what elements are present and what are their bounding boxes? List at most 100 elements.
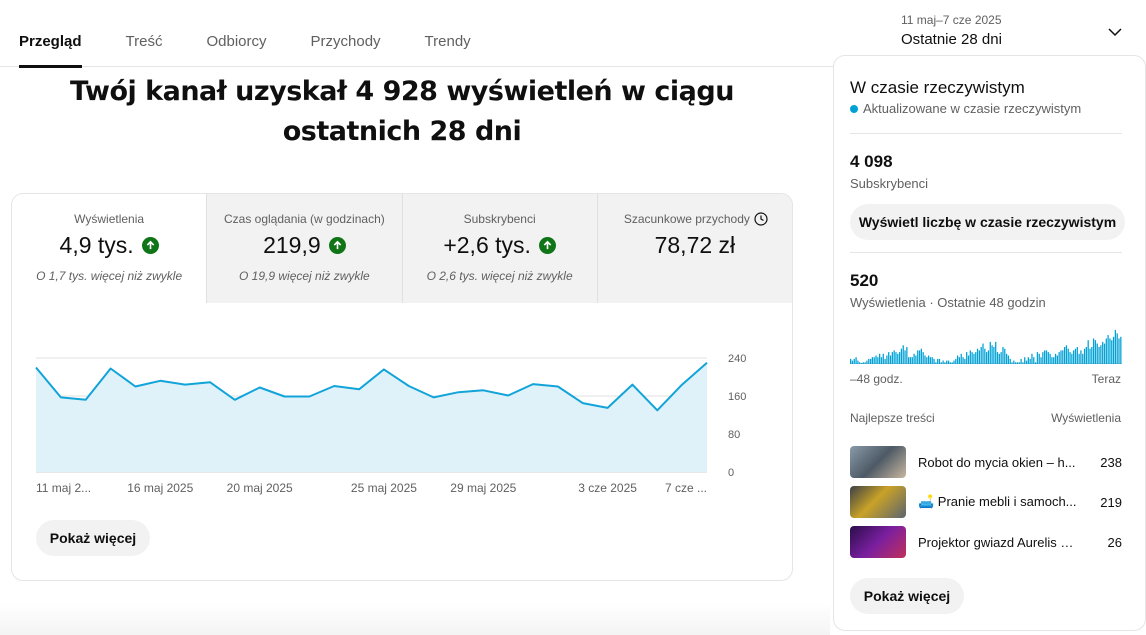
spark-bar: [1100, 345, 1102, 364]
spark-bar: [1112, 336, 1115, 364]
spark-bar: [1080, 350, 1082, 364]
chart-line: [35, 362, 708, 412]
x-tick-label: 29 maj 2025: [450, 481, 516, 495]
spark-bar: [1118, 338, 1120, 364]
spark-bar: [1111, 340, 1113, 364]
tab-audience[interactable]: Odbiorcy: [206, 33, 267, 50]
spark-bar: [1063, 347, 1066, 364]
top-content-row[interactable]: Robot do mycia okien – h... 238: [850, 446, 1122, 478]
spark-bar: [1092, 338, 1095, 364]
spark-bar: [1116, 333, 1118, 364]
spark-bar: [949, 362, 951, 364]
spark-bar: [987, 350, 990, 364]
top-content-row[interactable]: 🛋️ Pranie mebli i samoch... 219: [850, 486, 1122, 518]
spark-bar: [908, 357, 910, 364]
spark-bar: [1114, 330, 1117, 364]
metric-revenue[interactable]: Szacunkowe przychody 78,72 zł: [596, 194, 792, 303]
video-views: 26: [1107, 534, 1122, 550]
top-content-show-more-button[interactable]: Pokaż więcej: [850, 578, 964, 614]
spark-bar: [927, 355, 930, 364]
spark-bar: [920, 348, 922, 364]
spark-bar: [855, 357, 857, 364]
y-tick-label: 160: [728, 391, 746, 403]
spark-bar: [971, 352, 973, 364]
spark-bar: [1027, 357, 1029, 364]
spark-bar: [929, 357, 932, 364]
spark-bar: [1089, 348, 1091, 364]
show-more-button[interactable]: Pokaż więcej: [36, 520, 150, 556]
video-thumbnail: [850, 526, 906, 558]
spark-bar: [1047, 352, 1049, 364]
y-tick-label: 240: [728, 353, 746, 365]
spark-bar: [942, 360, 944, 364]
metric-subscribers[interactable]: Subskrybenci +2,6 tys. O 2,6 tys. więcej…: [401, 194, 597, 303]
metric-label: Wyświetlenia: [74, 212, 145, 226]
spark-bar: [989, 341, 991, 364]
arrow-up-icon: [141, 237, 159, 254]
tab-content[interactable]: Treść: [125, 33, 163, 50]
top-bar: Przegląd Treść Odbiorcy Przychody Trendy…: [0, 0, 1146, 68]
page-title: Twój kanał uzyskał 4 928 wyświetleń w ci…: [70, 76, 734, 147]
metric-watch-time[interactable]: Czas oglądania (w godzinach) 219,9 O 19,…: [206, 194, 402, 303]
chevron-down-icon: [1108, 28, 1122, 37]
arrow-up-icon: [328, 237, 346, 254]
spark-bar: [1004, 348, 1006, 364]
metric-comparison: O 1,7 tys. więcej niż zwykle: [36, 269, 183, 283]
spark-bar: [1091, 347, 1093, 364]
spark-bar: [1053, 357, 1055, 364]
spark-bar: [947, 360, 950, 364]
top-content-row[interactable]: Projektor gwiazd Aurelis G... 26: [850, 526, 1122, 558]
date-range-picker[interactable]: 11 maj–7 cze 2025 Ostatnie 28 dni: [901, 10, 1131, 56]
spark-bar: [931, 357, 933, 364]
spark-bar: [1025, 360, 1028, 364]
spark-bar: [935, 362, 937, 364]
spark-bar: [1024, 357, 1026, 364]
spark-bar: [884, 358, 886, 364]
video-title: Robot do mycia okien – h...: [918, 454, 1076, 470]
spark-bar: [944, 362, 946, 364]
spark-bar: [1049, 353, 1051, 364]
spark-bar: [958, 357, 961, 364]
spark-bar: [873, 357, 875, 364]
spark-bar: [853, 358, 855, 364]
subscriber-label: Subskrybenci: [850, 176, 929, 191]
spark-bar: [946, 360, 948, 364]
tab-overview[interactable]: Przegląd: [19, 0, 82, 68]
live-dot-icon: [850, 104, 858, 113]
spark-bar: [911, 357, 913, 364]
spark-bar: [922, 352, 924, 364]
spark-bar: [1002, 347, 1004, 364]
spark-bar: [904, 350, 906, 364]
spark-bar: [869, 358, 872, 364]
x-tick-label: 25 maj 2025: [351, 481, 417, 495]
spark-bar: [1033, 357, 1035, 364]
spark-bar: [926, 357, 928, 364]
spark-bar: [960, 353, 962, 364]
metric-value: 78,72 zł: [654, 232, 736, 258]
spark-bar: [1005, 353, 1008, 364]
tab-trends[interactable]: Trendy: [424, 33, 471, 50]
spark-bar: [1094, 340, 1097, 364]
spark-bar: [996, 352, 999, 364]
live-count-button[interactable]: Wyświetl liczbę w czasie rzeczywistym: [850, 204, 1125, 240]
spark-bar: [888, 352, 890, 364]
spark-bar: [851, 360, 854, 364]
spark-bar: [880, 357, 883, 364]
video-views: 219: [1100, 494, 1122, 510]
spark-bar: [964, 358, 966, 364]
spark-bar: [889, 355, 892, 364]
spark-bar: [937, 358, 939, 364]
spark-bar: [866, 360, 868, 364]
spark-bar: [868, 358, 870, 364]
spark-bar: [862, 362, 864, 364]
spark-bar: [993, 347, 995, 364]
spark-bar: [951, 362, 953, 364]
metric-views[interactable]: Wyświetlenia 4,9 tys. O 1,7 tys. więcej …: [12, 194, 207, 303]
spark-bar: [1054, 353, 1057, 364]
tab-revenue[interactable]: Przychody: [310, 33, 381, 50]
spark-bar: [1000, 352, 1002, 364]
top-content-header: Najlepsze treści: [850, 411, 935, 425]
spark-bar: [900, 348, 903, 364]
date-range-text: 11 maj–7 cze 2025: [901, 13, 1002, 27]
spark-bar: [938, 358, 941, 364]
